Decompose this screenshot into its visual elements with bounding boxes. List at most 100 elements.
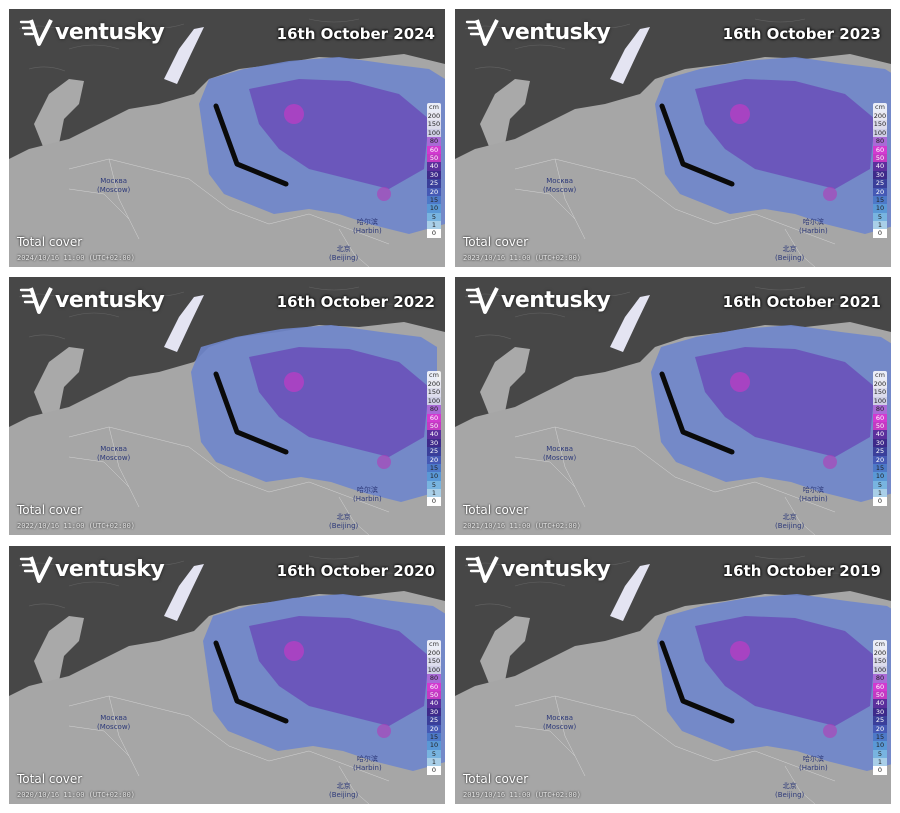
land-scandinavia <box>480 616 530 686</box>
map-panel-4: ventusky 16th October 2021 Москва (Moscow… <box>455 277 891 535</box>
city-harbin: 哈尔滨 (Harbin) <box>353 218 382 235</box>
timestamp: 2020/10/16 11:00 (UTC+02:00) <box>17 791 136 799</box>
legend-level: 5 <box>873 212 887 222</box>
legend-level: 20 <box>873 724 887 733</box>
legend-level: 0 <box>873 497 887 506</box>
ventusky-logo-icon <box>19 19 53 46</box>
legend-levels: 200 150 100 80 60 50 40 30 25 20 15 10 5 1 0 <box>873 112 887 238</box>
city-moscow: Москва (Moscow) <box>543 714 577 731</box>
legend-unit: cm <box>429 103 439 111</box>
legend-level: 50 <box>427 421 441 431</box>
snow-depth-legend: cm 200 150 100 80 60 50 40 30 25 20 15 10 5 1 0 <box>873 640 887 775</box>
city-beijing: 北京 (Beijing) <box>775 513 805 530</box>
snow-cover-map <box>9 277 445 535</box>
legend-level: 100 <box>873 396 887 406</box>
legend-level: 0 <box>427 497 441 506</box>
legend-levels: 200 150 100 80 60 50 40 30 25 20 15 10 5 1 0 <box>873 649 887 775</box>
city-moscow: Москва (Moscow) <box>97 714 131 731</box>
ventusky-logo-icon <box>19 287 53 314</box>
annotation-line <box>213 640 289 724</box>
legend-level: 15 <box>427 195 441 205</box>
brand-name: ventusky <box>55 19 165 45</box>
land-novaya-zemlya <box>610 27 650 84</box>
legend-level: 30 <box>427 170 441 180</box>
snow-cover-map <box>455 277 891 535</box>
legend-level: 30 <box>873 170 887 180</box>
legend-level: 10 <box>427 204 441 213</box>
timestamp: 2019/10/16 11:00 (UTC+02:00) <box>463 791 582 799</box>
legend-level: 150 <box>873 388 887 397</box>
map-panel-5: ventusky 16th October 2020 Москва (Moscow… <box>9 546 445 804</box>
land-scandinavia <box>34 79 84 149</box>
brand-name: ventusky <box>55 287 165 313</box>
legend-level: 40 <box>873 162 887 171</box>
legend-level: 80 <box>873 674 887 683</box>
annotation-line <box>213 103 289 187</box>
ventusky-logo-icon <box>465 19 499 46</box>
layer-caption: Total cover <box>17 235 83 249</box>
legend-level: 40 <box>427 430 441 439</box>
city-harbin: 哈尔滨 (Harbin) <box>799 218 828 235</box>
timestamp: 2021/10/16 11:00 (UTC+02:00) <box>463 522 582 530</box>
legend-level: 1 <box>427 221 441 230</box>
legend-level: 0 <box>873 766 887 775</box>
legend-level: 30 <box>427 438 441 448</box>
snow-hotspot <box>730 372 750 392</box>
city-beijing: 北京 (Beijing) <box>329 782 359 799</box>
snow-hotspot <box>284 372 304 392</box>
legend-level: 0 <box>873 229 887 238</box>
city-moscow: Москва (Moscow) <box>97 177 131 194</box>
city-beijing: 北京 (Beijing) <box>775 245 805 262</box>
legend-level: 200 <box>873 649 887 658</box>
city-moscow: Москва (Moscow) <box>543 445 577 462</box>
legend-level: 10 <box>427 472 441 481</box>
snow-cover-map <box>455 546 891 804</box>
timestamp: 2022/10/16 11:00 (UTC+02:00) <box>17 522 136 530</box>
brand-name: ventusky <box>55 556 165 582</box>
land-scandinavia <box>34 347 84 417</box>
legend-level: 40 <box>427 162 441 171</box>
legend-level: 150 <box>873 657 887 666</box>
land-scandinavia <box>480 79 530 149</box>
layer-caption: Total cover <box>17 503 83 517</box>
city-moscow: Москва (Moscow) <box>543 177 577 194</box>
legend-level: 50 <box>873 690 887 700</box>
city-moscow: Москва (Moscow) <box>97 445 131 462</box>
legend-level: 60 <box>427 413 441 422</box>
snow-hotspot <box>730 641 750 661</box>
map-panel-3: ventusky 16th October 2022 Москва (Moscow… <box>9 277 445 535</box>
timestamp: 2024/10/16 11:00 (UTC+02:00) <box>17 254 136 262</box>
legend-level: 40 <box>427 699 441 708</box>
map-panel-6: ventusky 16th October 2019 Москва (Moscow… <box>455 546 891 804</box>
legend-level: 1 <box>427 489 441 498</box>
layer-caption: Total cover <box>17 772 83 786</box>
ventusky-logo-icon <box>19 556 53 583</box>
legend-level: 200 <box>427 380 441 389</box>
legend-level: 30 <box>873 707 887 717</box>
city-harbin: 哈尔滨 (Harbin) <box>799 486 828 503</box>
legend-level: 25 <box>873 716 887 725</box>
legend-unit: cm <box>875 371 885 379</box>
snow-hotspot <box>823 187 837 201</box>
legend-level: 1 <box>873 489 887 498</box>
legend-level: 10 <box>427 741 441 750</box>
legend-level: 5 <box>873 480 887 490</box>
legend-level: 5 <box>427 749 441 759</box>
legend-level: 150 <box>873 120 887 129</box>
legend-level: 25 <box>873 179 887 188</box>
layer-caption: Total cover <box>463 235 529 249</box>
brand-name: ventusky <box>501 556 611 582</box>
panel-date: 16th October 2023 <box>722 25 881 43</box>
legend-level: 25 <box>427 179 441 188</box>
legend-level: 100 <box>873 128 887 138</box>
annotation-line <box>213 371 289 455</box>
legend-level: 25 <box>427 447 441 456</box>
legend-level: 20 <box>427 455 441 464</box>
legend-level: 20 <box>427 187 441 196</box>
ventusky-logo-icon <box>465 287 499 314</box>
land-scandinavia <box>480 347 530 417</box>
legend-level: 15 <box>873 195 887 205</box>
land-novaya-zemlya <box>610 295 650 352</box>
legend-level: 1 <box>873 758 887 767</box>
legend-level: 60 <box>873 413 887 422</box>
